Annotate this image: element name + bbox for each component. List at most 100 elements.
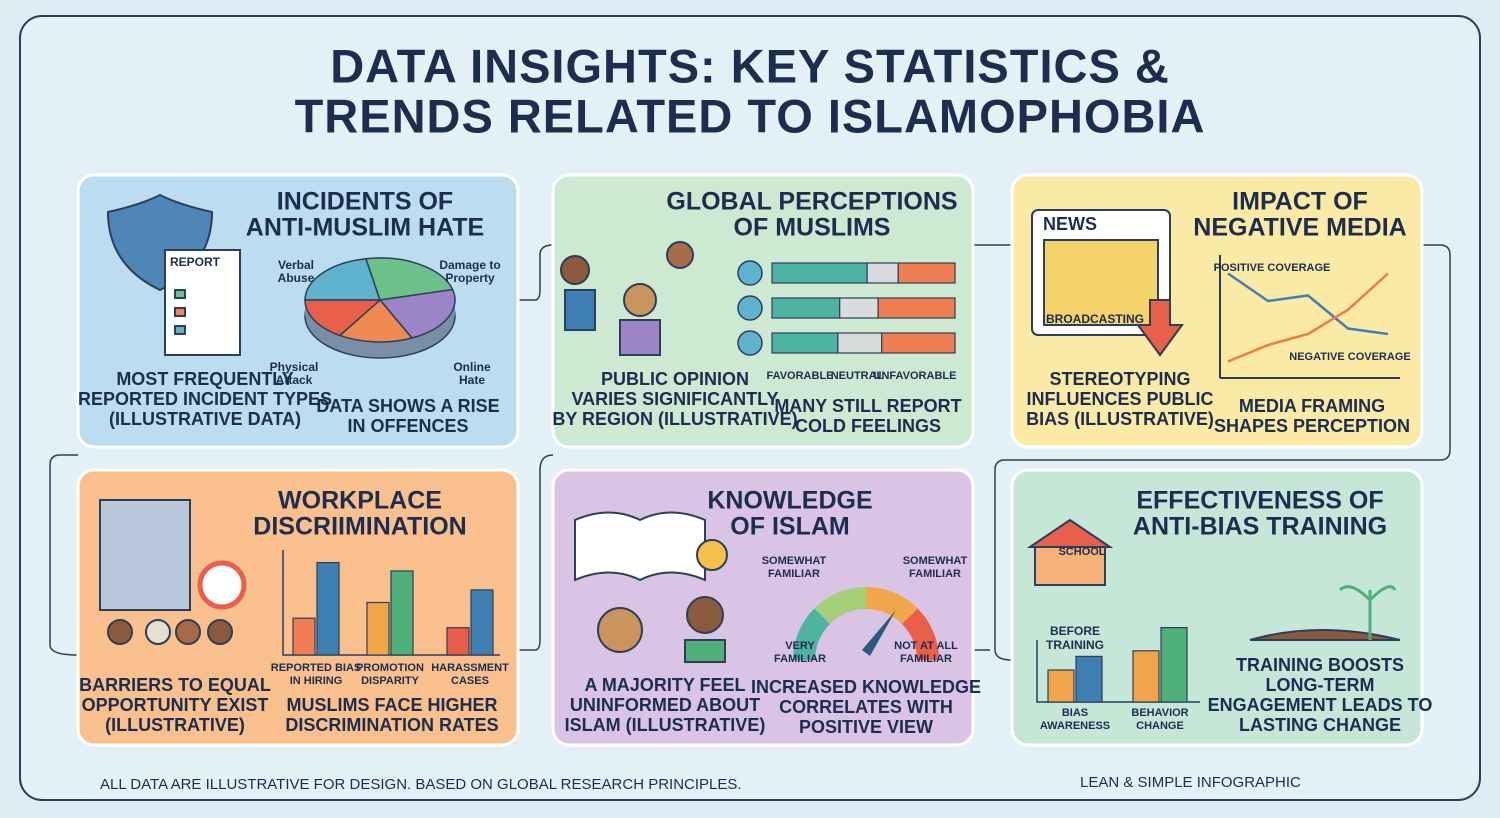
page-title: DATA INSIGHTS: KEY STATISTICS & bbox=[330, 39, 1170, 92]
bar-segment bbox=[771, 297, 841, 319]
panel-title: DISCRIIMINATION bbox=[253, 513, 466, 541]
icon-label: SCHOOL bbox=[1058, 546, 1105, 558]
category-label: CHANGE bbox=[1136, 720, 1184, 732]
pie-slice bbox=[378, 288, 456, 339]
caption: VARIES SIGNIFICANTLY bbox=[571, 389, 778, 409]
gauge-segment bbox=[814, 587, 867, 625]
caption: REPORTED INCIDENT TYPES bbox=[78, 389, 332, 409]
annotation: TRAINING bbox=[1046, 638, 1104, 652]
category-label: BIAS bbox=[1062, 707, 1088, 719]
caption: DISCRIMINATION RATES bbox=[285, 715, 498, 735]
slice-label: Hate bbox=[459, 373, 485, 387]
panel-title: KNOWLEDGE bbox=[707, 487, 872, 515]
caption: A MAJORITY FEEL bbox=[584, 675, 745, 695]
legend-label: NEUTRAL bbox=[831, 370, 884, 382]
category-label: IN HIRING bbox=[290, 675, 343, 687]
footer-tag: LEAN & SIMPLE INFOGRAPHIC bbox=[1080, 774, 1301, 791]
caption: CORRELATES WITH bbox=[779, 697, 953, 717]
bar-segment bbox=[897, 262, 956, 284]
slice-label: Property bbox=[445, 271, 495, 285]
caption: TRAINING BOOSTS bbox=[1236, 655, 1404, 675]
bar bbox=[446, 627, 470, 656]
gauge-needle bbox=[862, 610, 896, 656]
bar bbox=[292, 617, 316, 656]
caption: DATA SHOWS A RISE bbox=[316, 396, 499, 416]
pie-slice bbox=[364, 257, 454, 301]
bar-segment bbox=[866, 262, 899, 284]
panel-title: OF ISLAM bbox=[730, 513, 849, 541]
pie-slice bbox=[304, 299, 382, 337]
gauge-label: SOMEWHAT bbox=[762, 555, 827, 567]
caption: (ILLUSTRATIVE DATA) bbox=[109, 409, 301, 429]
bar bbox=[316, 561, 340, 656]
slice-label: Physical bbox=[270, 360, 319, 374]
caption: COLD FEELINGS bbox=[795, 416, 941, 436]
gauge-segment bbox=[793, 608, 831, 661]
pie-slice bbox=[304, 257, 382, 301]
category-label: DISPARITY bbox=[361, 675, 420, 687]
caption: MUSLIMS FACE HIGHER bbox=[286, 695, 497, 715]
panel-title: ANTI-BIAS TRAINING bbox=[1133, 513, 1387, 541]
panel bbox=[551, 173, 975, 449]
bar bbox=[366, 601, 390, 656]
caption: MEDIA FRAMING bbox=[1239, 396, 1385, 416]
caption: LONG-TERM bbox=[1266, 675, 1375, 695]
bar-segment bbox=[771, 332, 839, 354]
panel-title: INCIDENTS OF bbox=[277, 188, 453, 216]
panel-title: EFFECTIVENESS OF bbox=[1136, 487, 1383, 515]
caption: BIAS (ILLUSTRATIVE) bbox=[1026, 409, 1214, 429]
category-label: HARASSMENT bbox=[431, 662, 509, 674]
series-label: POSITIVE COVERAGE bbox=[1214, 262, 1331, 274]
category-label: CASES bbox=[451, 675, 489, 687]
bar bbox=[470, 589, 494, 656]
icons bbox=[99, 193, 1401, 663]
caption: OPPORTUNITY EXIST bbox=[82, 695, 269, 715]
caption: MOST FREQUENTLY bbox=[116, 369, 293, 389]
caption: MANY STILL REPORT bbox=[774, 396, 961, 416]
legend-label: FAVORABLE bbox=[766, 370, 833, 382]
panel-title: OF MUSLIMS bbox=[734, 214, 891, 242]
gauge-label: VERY bbox=[785, 640, 815, 652]
category-label: PROMOTION bbox=[356, 662, 424, 674]
caption: SHAPES PERCEPTION bbox=[1214, 416, 1410, 436]
bar-segment bbox=[881, 332, 956, 354]
globe bbox=[737, 260, 763, 286]
gauge-label: FAMILIAR bbox=[768, 568, 820, 580]
panel-title: ANTI-MUSLIM HATE bbox=[246, 214, 484, 242]
bar bbox=[390, 570, 414, 656]
panel-title: WORKPLACE bbox=[278, 487, 442, 515]
gauge-label: FAMILIAR bbox=[909, 568, 961, 580]
slice-label: Verbal bbox=[278, 258, 314, 272]
caption: PUBLIC OPINION bbox=[601, 369, 749, 389]
bar bbox=[1160, 626, 1188, 703]
bar bbox=[1132, 650, 1160, 703]
bar bbox=[1047, 669, 1075, 703]
panel-title: NEGATIVE MEDIA bbox=[1193, 214, 1406, 242]
caption: STEREOTYPING bbox=[1049, 369, 1190, 389]
panel-title: GLOBAL PERCEPTIONS bbox=[666, 188, 957, 216]
annotation: BEFORE bbox=[1050, 624, 1100, 638]
axis bbox=[282, 550, 500, 656]
caption: LASTING CHANGE bbox=[1239, 715, 1401, 735]
caption: (ILLUSTRATIVE) bbox=[105, 715, 245, 735]
caption: BARRIERS TO EQUAL bbox=[79, 675, 271, 695]
connectors bbox=[49, 244, 1451, 661]
caption: IN OFFENCES bbox=[347, 416, 468, 436]
pie-slice bbox=[338, 298, 414, 343]
caption: ENGAGEMENT LEADS TO bbox=[1208, 695, 1433, 715]
bar-segment bbox=[839, 297, 879, 319]
icon-label: REPORT bbox=[170, 255, 221, 269]
bar-segment bbox=[877, 297, 956, 319]
globe bbox=[737, 330, 763, 356]
slice-label: Damage to bbox=[439, 258, 500, 272]
category-label: AWARENESS bbox=[1040, 720, 1110, 732]
icon-label: BROADCASTING bbox=[1046, 312, 1144, 326]
icon-label: NEWS bbox=[1043, 214, 1097, 234]
category-label: REPORTED BIAS bbox=[271, 662, 361, 674]
slice-label: Abuse bbox=[278, 271, 315, 285]
gauge-label: FAMILIAR bbox=[774, 653, 826, 665]
bar bbox=[1075, 655, 1103, 703]
caption: INCREASED KNOWLEDGE bbox=[751, 677, 981, 697]
gauge-segment bbox=[901, 608, 939, 661]
